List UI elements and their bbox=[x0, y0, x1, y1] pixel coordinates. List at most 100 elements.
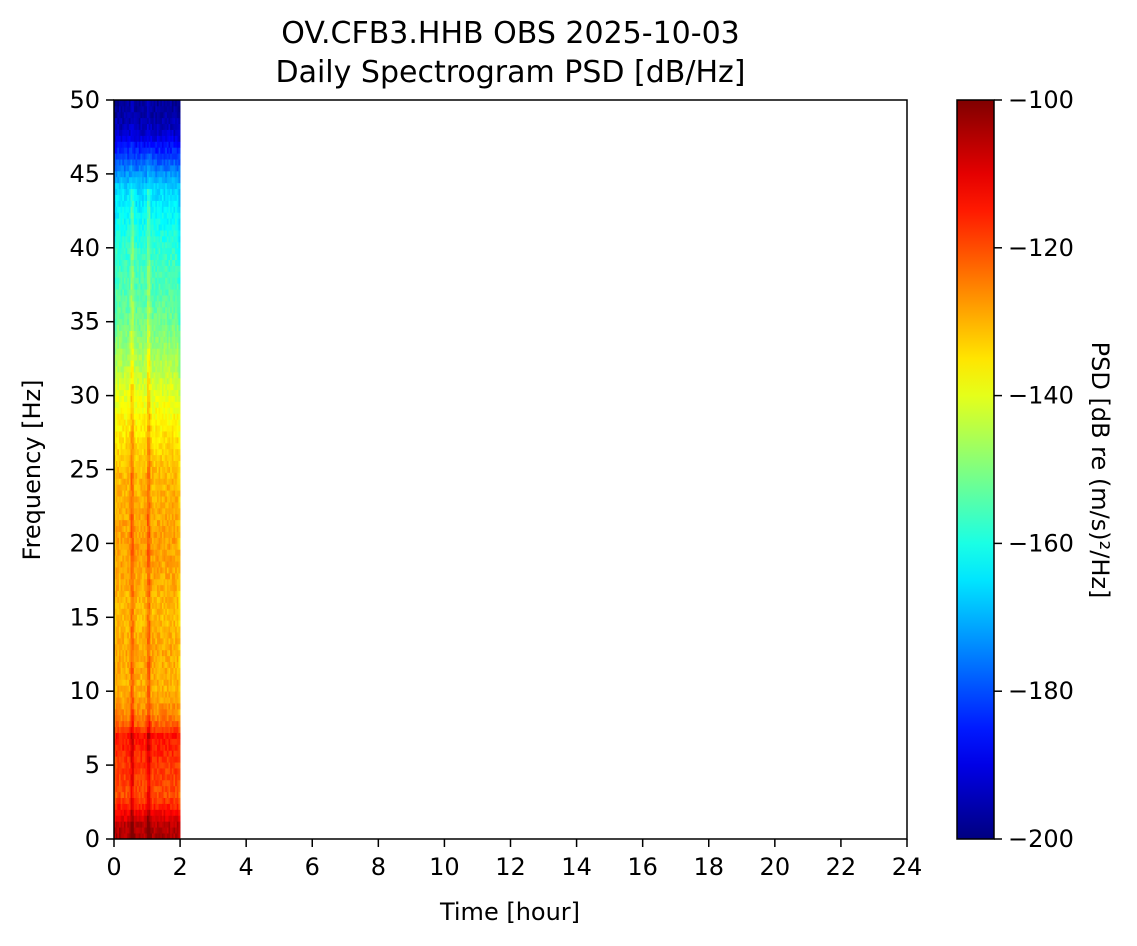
spectrogram-cell bbox=[155, 791, 158, 799]
spectrogram-cell bbox=[115, 295, 118, 302]
spectrogram-cell bbox=[125, 655, 128, 663]
spectrogram-cell bbox=[156, 620, 159, 627]
spectrogram-cell bbox=[178, 182, 181, 190]
spectrogram-cell bbox=[178, 224, 181, 231]
spectrogram-cell bbox=[175, 448, 178, 456]
spectrogram-cell bbox=[137, 519, 140, 527]
spectrogram-cell bbox=[156, 283, 159, 290]
spectrogram-cell bbox=[153, 833, 156, 840]
spectrogram-cell bbox=[143, 277, 146, 284]
spectrogram-cell bbox=[176, 496, 179, 503]
spectrogram-cell bbox=[133, 673, 136, 680]
spectrogram-cell bbox=[148, 360, 151, 367]
spectrogram-cell bbox=[173, 697, 176, 704]
spectrogram-cell bbox=[135, 472, 138, 479]
spectrogram-cell bbox=[160, 117, 163, 125]
spectrogram-cell bbox=[127, 567, 130, 574]
spectrogram-cell bbox=[153, 543, 156, 550]
spectrogram-cell bbox=[114, 188, 117, 195]
spectrogram-cell bbox=[125, 182, 128, 190]
spectrogram-cell bbox=[123, 779, 126, 787]
spectrogram-cell bbox=[147, 773, 150, 781]
spectrogram-cell bbox=[115, 413, 118, 420]
spectrogram-cell bbox=[155, 100, 158, 107]
spectrogram-cell bbox=[122, 744, 125, 751]
spectrogram-cell bbox=[161, 661, 164, 668]
spectrogram-cell bbox=[178, 301, 181, 308]
spectrogram-cell bbox=[173, 519, 176, 527]
spectrogram-cell bbox=[122, 679, 125, 686]
spectrogram-cell bbox=[160, 401, 163, 408]
spectrogram-cell bbox=[127, 425, 130, 432]
spectrogram-cell bbox=[135, 703, 138, 710]
spectrogram-cell bbox=[137, 466, 140, 473]
spectrogram-cell bbox=[138, 289, 141, 296]
spectrogram-cell bbox=[175, 632, 178, 639]
spectrogram-cell bbox=[152, 241, 155, 249]
spectrogram-cell bbox=[166, 513, 169, 521]
spectrogram-cell bbox=[114, 312, 117, 320]
spectrogram-cell bbox=[130, 401, 133, 408]
spectrogram-cell bbox=[140, 170, 143, 178]
spectrogram-cell bbox=[130, 283, 133, 290]
spectrogram-cell bbox=[128, 584, 131, 592]
spectrogram-cell bbox=[120, 620, 123, 627]
spectrogram-cell bbox=[120, 578, 123, 586]
spectrogram-cell bbox=[161, 448, 164, 456]
spectrogram-cell bbox=[178, 448, 181, 456]
spectrogram-cell bbox=[123, 135, 126, 142]
spectrogram-cell bbox=[118, 472, 122, 479]
spectrogram-cell bbox=[156, 502, 159, 509]
spectrogram-cell bbox=[160, 466, 163, 473]
spectrogram-cell bbox=[165, 135, 168, 142]
spectrogram-cell bbox=[145, 785, 148, 793]
spectrogram-cell bbox=[114, 194, 117, 201]
spectrogram-cell bbox=[117, 141, 120, 148]
spectrogram-cell bbox=[115, 241, 118, 249]
spectrogram-cell bbox=[168, 265, 171, 272]
spectrogram-cell bbox=[166, 212, 169, 219]
spectrogram-cell bbox=[122, 289, 125, 296]
spectrogram-cell bbox=[171, 318, 174, 326]
spectrogram-cell bbox=[137, 218, 140, 225]
spectrogram-cell bbox=[127, 496, 130, 503]
spectrogram-cell bbox=[137, 182, 140, 190]
spectrogram-cell bbox=[125, 170, 128, 178]
spectrogram-cell bbox=[117, 224, 120, 231]
spectrogram-cell bbox=[153, 460, 156, 467]
spectrogram-cell bbox=[171, 395, 174, 402]
spectrogram-cell bbox=[114, 643, 117, 651]
spectrogram-cell bbox=[118, 324, 122, 331]
spectrogram-cell bbox=[143, 354, 146, 361]
spectrogram-cell bbox=[148, 165, 151, 172]
spectrogram-cell bbox=[115, 513, 118, 521]
spectrogram-cell bbox=[166, 448, 169, 456]
spectrogram-cell bbox=[173, 708, 176, 716]
spectrogram-cell bbox=[153, 170, 156, 178]
spectrogram-cell bbox=[176, 354, 179, 361]
spectrogram-cell bbox=[130, 768, 133, 775]
spectrogram-cell bbox=[150, 377, 153, 385]
spectrogram-cell bbox=[175, 714, 178, 722]
spectrogram-cell bbox=[170, 425, 173, 432]
spectrogram-cell bbox=[114, 425, 117, 432]
spectrogram-cell bbox=[123, 141, 126, 148]
spectrogram-cell bbox=[173, 306, 176, 314]
spectrogram-cell bbox=[158, 253, 161, 261]
spectrogram-cell bbox=[138, 389, 141, 396]
spectrogram-cell bbox=[178, 549, 181, 556]
spectrogram-cell bbox=[155, 596, 158, 603]
spectrogram-cell bbox=[148, 395, 151, 402]
spectrogram-cell bbox=[175, 366, 178, 373]
spectrogram-cell bbox=[135, 478, 138, 485]
spectrogram-cell bbox=[118, 578, 122, 586]
spectrogram-cell bbox=[166, 413, 169, 420]
spectrogram-cell bbox=[140, 354, 143, 361]
spectrogram-cell bbox=[148, 827, 151, 834]
spectrogram-cell bbox=[178, 271, 181, 278]
spectrogram-cell bbox=[128, 419, 131, 426]
spectrogram-cell bbox=[148, 673, 151, 680]
spectrogram-cell bbox=[165, 419, 168, 426]
spectrogram-cell bbox=[156, 649, 159, 657]
spectrogram-cell bbox=[150, 111, 153, 119]
